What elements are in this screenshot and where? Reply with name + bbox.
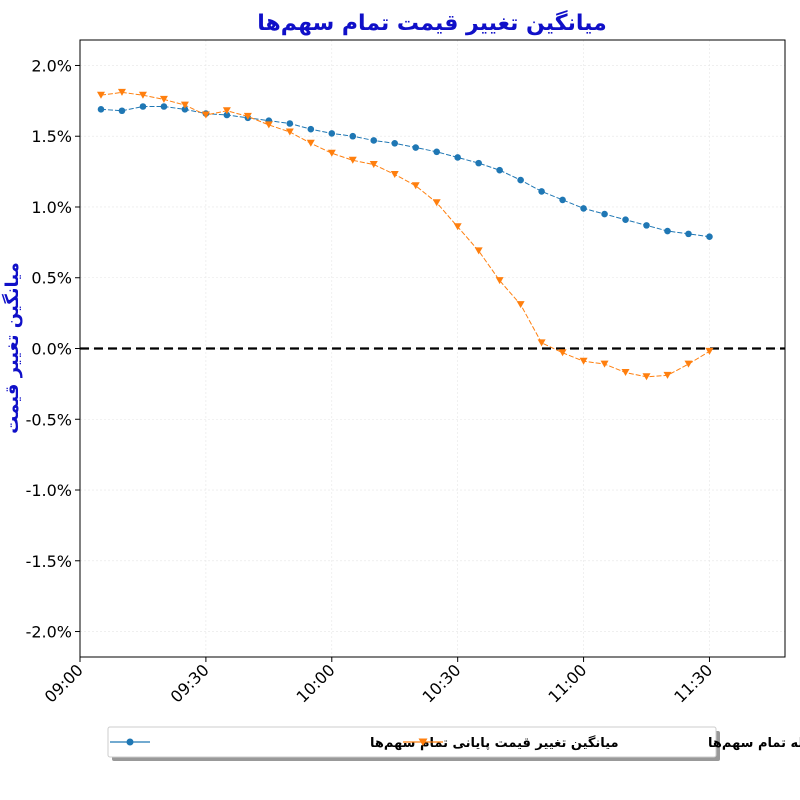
data-point (348, 156, 357, 164)
series-line (100, 91, 710, 378)
y-axis-label: میانگین تغییر قیمت (1, 262, 23, 434)
data-point (369, 161, 378, 169)
data-point (117, 88, 126, 96)
data-point (705, 347, 714, 355)
data-point (97, 106, 105, 113)
data-point (432, 199, 441, 207)
data-point (222, 107, 231, 115)
data-point (559, 196, 566, 204)
series-1 (96, 88, 714, 381)
data-point (517, 176, 524, 184)
data-point (349, 132, 357, 140)
data-point (139, 103, 147, 110)
data-point (474, 247, 483, 255)
data-point (390, 170, 399, 178)
data-point (663, 371, 672, 379)
data-point (664, 227, 671, 235)
data-point (433, 148, 440, 156)
legend: میانگین تغییر قیمت پایانی تمام سهم‌ها می… (107, 726, 800, 761)
data-point (579, 357, 588, 365)
data-point (538, 188, 545, 195)
data-point (411, 182, 420, 190)
legend-label-last-trade: میانگین تغییر قیمت آخرین معامله تمام سهم… (708, 734, 800, 751)
data-point (306, 139, 315, 147)
y-tick-label: 1.0% (31, 198, 72, 217)
data-point (454, 154, 461, 161)
series-layer (96, 88, 714, 381)
data-point (601, 210, 608, 218)
y-tick-label: 0.0% (31, 340, 72, 359)
y-tick-label: -1.5% (26, 552, 72, 571)
data-point (223, 111, 231, 119)
legend-marker-last-trade (418, 738, 428, 746)
data-point (286, 120, 294, 127)
y-tick-label: -1.0% (26, 481, 72, 500)
chart-title: میانگین تغییر قیمت تمام سهم‌ها (257, 9, 606, 36)
series-0 (97, 103, 713, 241)
data-point (685, 230, 692, 238)
data-point (600, 360, 609, 368)
y-tick-label: -0.5% (26, 410, 72, 429)
data-point (580, 205, 587, 212)
data-point (201, 111, 210, 119)
y-tick-label: 0.5% (31, 269, 72, 288)
y-tick-label: -2.0% (26, 623, 72, 642)
data-point (118, 107, 126, 115)
data-point (264, 121, 273, 129)
y-axis-ticks: -2.0% -1.5% -1.0% -0.5% 0.0% 0.5% 1.0% 1.5% 2.0% (26, 56, 80, 642)
data-point (370, 137, 378, 144)
data-point (243, 112, 252, 120)
data-point (160, 103, 168, 110)
data-point (643, 222, 650, 229)
data-point (180, 101, 189, 109)
data-point (475, 159, 482, 167)
data-point (622, 216, 629, 224)
data-point (412, 144, 420, 151)
data-point (495, 277, 504, 285)
data-point (391, 140, 399, 147)
data-point (159, 95, 168, 103)
data-point (328, 130, 336, 137)
data-point (285, 128, 294, 136)
data-point (181, 106, 189, 113)
data-point (621, 369, 630, 377)
data-point (138, 91, 147, 99)
data-point (706, 233, 713, 241)
data-point (453, 223, 462, 231)
legend-marker-close-price (126, 738, 134, 746)
legend-label-close-price: میانگین تغییر قیمت پایانی تمام سهم‌ها (370, 735, 619, 751)
y-tick-label: 1.5% (31, 127, 72, 146)
data-point (307, 125, 315, 133)
data-point (684, 360, 693, 368)
data-point (642, 373, 651, 381)
data-point (496, 166, 503, 174)
y-tick-label: 2.0% (31, 56, 72, 75)
data-point (327, 149, 336, 157)
data-point (516, 301, 525, 309)
data-point (537, 339, 546, 347)
series-line (100, 106, 710, 238)
data-point (558, 349, 567, 357)
data-point (96, 91, 105, 99)
